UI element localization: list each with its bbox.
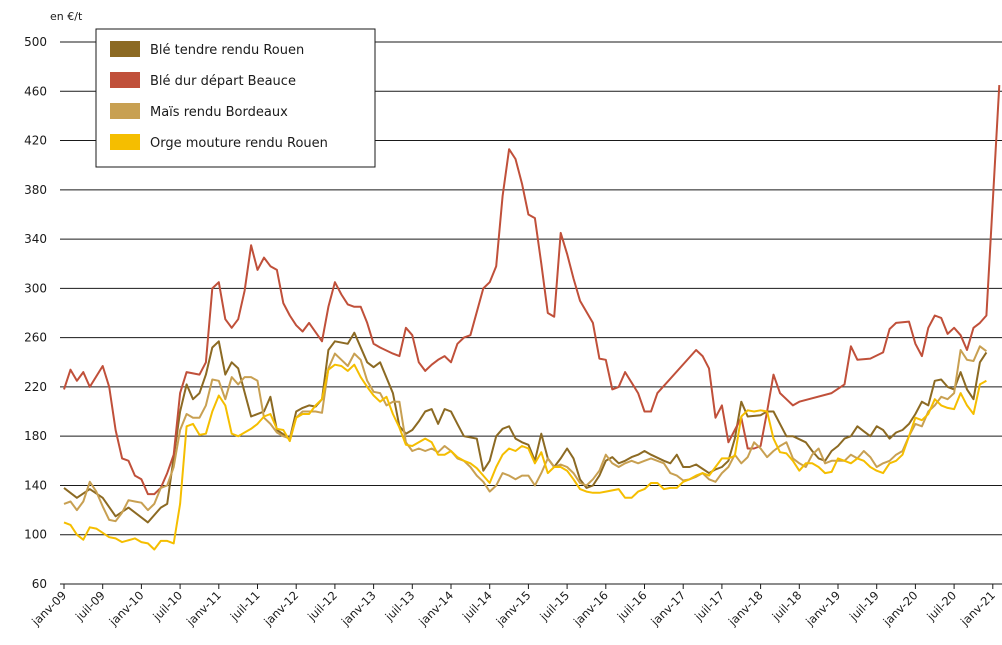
x-tick-label: janv-19 xyxy=(802,588,843,629)
x-tick-label: janv-12 xyxy=(260,588,301,629)
x-tick-label: janv-09 xyxy=(28,588,69,629)
x-tick-label: janv-14 xyxy=(415,588,456,629)
y-tick-label: 340 xyxy=(24,232,47,246)
x-tick-label: janv-18 xyxy=(725,588,766,629)
series-line-0 xyxy=(63,331,988,524)
legend-box xyxy=(95,28,376,168)
series-lines xyxy=(63,85,1001,551)
legend: Blé tendre rendu Rouen Blé dur départ Bea… xyxy=(95,28,376,168)
y-axis-unit-label: en €/t xyxy=(50,10,83,23)
x-tick-label: juil-16 xyxy=(614,588,650,624)
y-tick-label: 500 xyxy=(24,35,47,49)
y-tick-label: 300 xyxy=(24,281,47,295)
x-tick-label: juil-19 xyxy=(846,588,882,624)
x-tick-label: janv-10 xyxy=(106,588,147,629)
series-line-2 xyxy=(63,345,988,523)
legend-swatch xyxy=(110,41,140,57)
x-tick-label: janv-11 xyxy=(183,588,224,629)
y-tick-label: 180 xyxy=(24,429,47,443)
x-tick-label: juil-11 xyxy=(227,588,263,624)
x-tick-label: janv-20 xyxy=(880,588,921,629)
x-tick-label: juil-13 xyxy=(382,588,418,624)
legend-label: Orge mouture rendu Rouen xyxy=(150,136,328,151)
x-tick-label: janv-17 xyxy=(647,588,688,629)
x-tick-label: juil-10 xyxy=(149,588,185,624)
x-tick-label: juil-17 xyxy=(691,588,727,624)
y-tick-label: 60 xyxy=(32,577,47,591)
y-axis-tick-labels: 60 100 140 180 220 260 300 340 380 420 460 500 xyxy=(24,35,47,591)
x-tick-label: juil-14 xyxy=(459,588,495,624)
y-tick-label: 100 xyxy=(24,528,47,542)
x-tick-label: juil-15 xyxy=(536,588,572,624)
y-tick-label: 140 xyxy=(24,478,47,492)
series-line-1 xyxy=(63,85,1001,496)
y-tick-label: 420 xyxy=(24,134,47,148)
legend-label: Blé tendre rendu Rouen xyxy=(150,43,304,58)
x-tick-label: juil-12 xyxy=(304,588,340,624)
x-tick-label: juil-18 xyxy=(769,588,805,624)
x-tick-label: janv-16 xyxy=(570,588,611,629)
x-tick-label: janv-21 xyxy=(957,588,998,629)
legend-swatch xyxy=(110,103,140,119)
x-tick-label: juil-09 xyxy=(72,588,108,624)
legend-label: Blé dur départ Beauce xyxy=(150,74,296,89)
legend-label: Maïs rendu Bordeaux xyxy=(150,105,288,120)
legend-swatch xyxy=(110,72,140,88)
y-tick-label: 380 xyxy=(24,183,47,197)
x-tick-label: janv-15 xyxy=(493,588,534,629)
y-tick-label: 460 xyxy=(24,84,47,98)
y-tick-label: 260 xyxy=(24,331,47,345)
series-line-3 xyxy=(63,363,987,551)
x-tick-label: juil-20 xyxy=(923,588,959,624)
legend-swatch xyxy=(110,134,140,150)
y-tick-label: 220 xyxy=(24,380,47,394)
x-tick-label: janv-13 xyxy=(338,588,379,629)
